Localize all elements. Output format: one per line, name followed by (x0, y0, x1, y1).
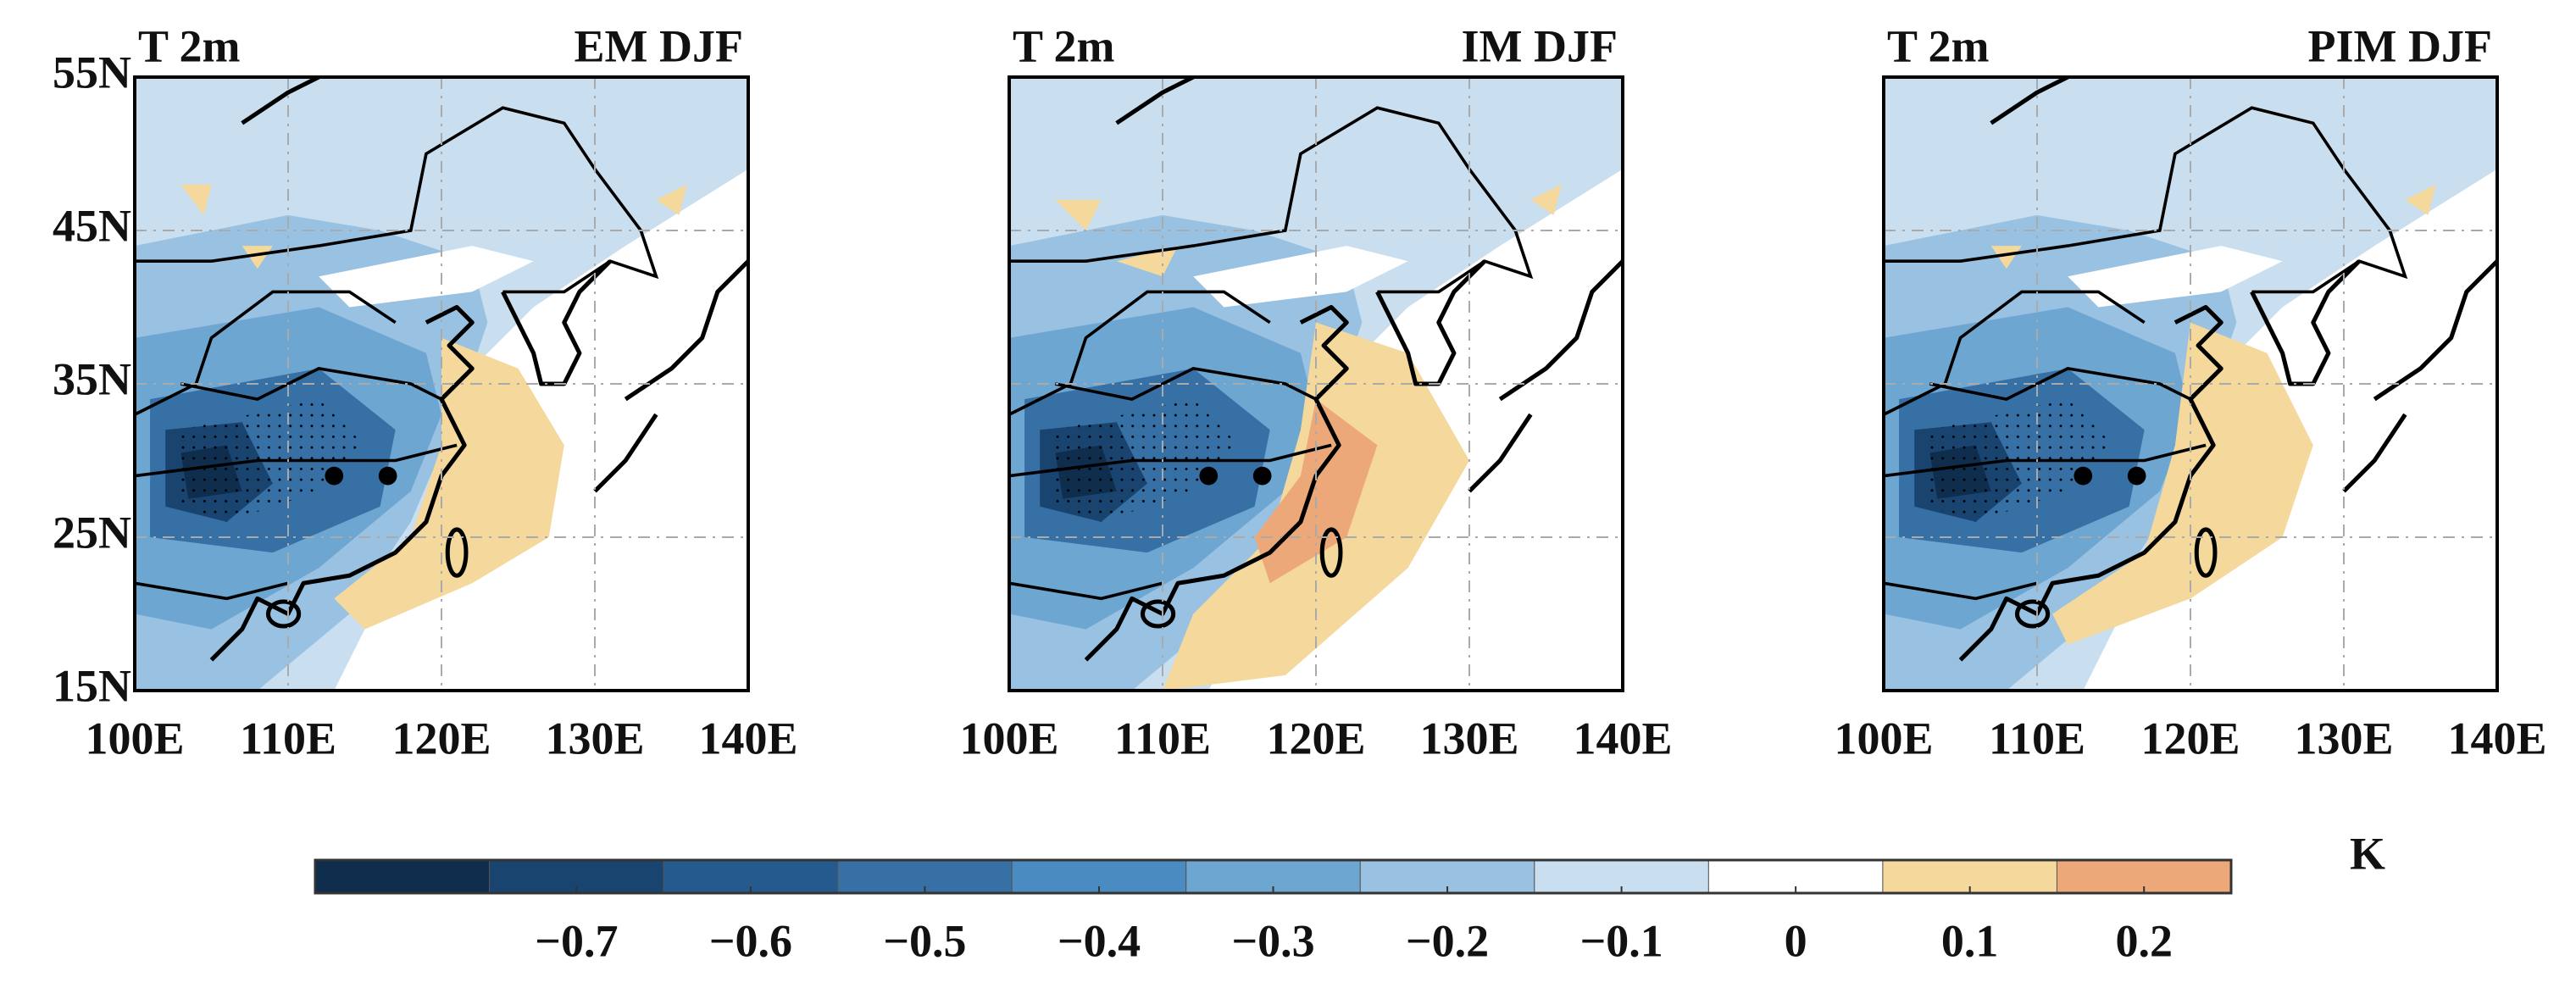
lat-tick-label: 45N (53, 200, 131, 251)
lat-tick-label: 25N (53, 507, 131, 558)
lat-tick-label: 35N (53, 353, 131, 404)
colorbar-tick-label: −0.1 (1579, 915, 1663, 966)
lon-tick-label: 110E (240, 713, 336, 763)
lon-tick-label: 140E (698, 713, 797, 763)
colorbar-tick-label: 0.2 (2115, 915, 2173, 966)
panel-label: PIM DJF (2308, 20, 2492, 71)
lat-tick-label: 55N (53, 47, 131, 97)
lon-tick-label: 130E (545, 713, 644, 763)
colorbar-tick-label: −0.5 (883, 915, 966, 966)
colorbar-tick-label: −0.7 (535, 915, 618, 966)
colorbar-tick-label: 0 (1785, 915, 1807, 966)
lon-tick-label: 130E (1419, 713, 1518, 763)
colorbar-tick-label: −0.4 (1058, 915, 1141, 966)
lon-tick-label: 110E (1114, 713, 1211, 763)
colorbar-tick-label: −0.3 (1231, 915, 1314, 966)
map-frame (1882, 75, 2499, 692)
lon-tick-label: 100E (85, 713, 184, 763)
map-frame (133, 75, 750, 692)
lon-tick-label: 140E (1573, 713, 1672, 763)
lon-tick-label: 100E (959, 713, 1058, 763)
colorbar-segment (314, 859, 491, 894)
lon-tick-label: 110E (1989, 713, 2085, 763)
panel-label: EM DJF (575, 20, 743, 71)
overlay: 100E 110E 120E 130E 140E 55N 45N 35N 25N 15N T 2m E… (53, 20, 2547, 966)
panel-variable: T 2m (1013, 20, 1115, 71)
lon-tick-label: 100E (1834, 713, 1933, 763)
map-em (135, 77, 748, 691)
panel-variable: T 2m (1887, 20, 1990, 71)
panel-label: IM DJF (1462, 20, 1618, 71)
lat-tick-label: 15N (53, 660, 131, 711)
colorbar-unit: K (2350, 828, 2385, 879)
colorbar-tick-label: −0.6 (709, 915, 792, 966)
lon-tick-label: 130E (2294, 713, 2393, 763)
map-pim (1884, 77, 2497, 691)
lon-tick-label: 120E (391, 713, 491, 763)
lon-tick-label: 120E (1266, 713, 1365, 763)
colorbar-tick-label: −0.2 (1406, 915, 1489, 966)
lon-tick-label: 120E (2140, 713, 2240, 763)
colorbar-tick-label: 0.1 (1941, 915, 1999, 966)
lon-tick-label: 140E (2447, 713, 2546, 763)
map-frame (1008, 75, 1624, 692)
map-panels (135, 77, 2497, 691)
panel-variable: T 2m (138, 20, 241, 71)
